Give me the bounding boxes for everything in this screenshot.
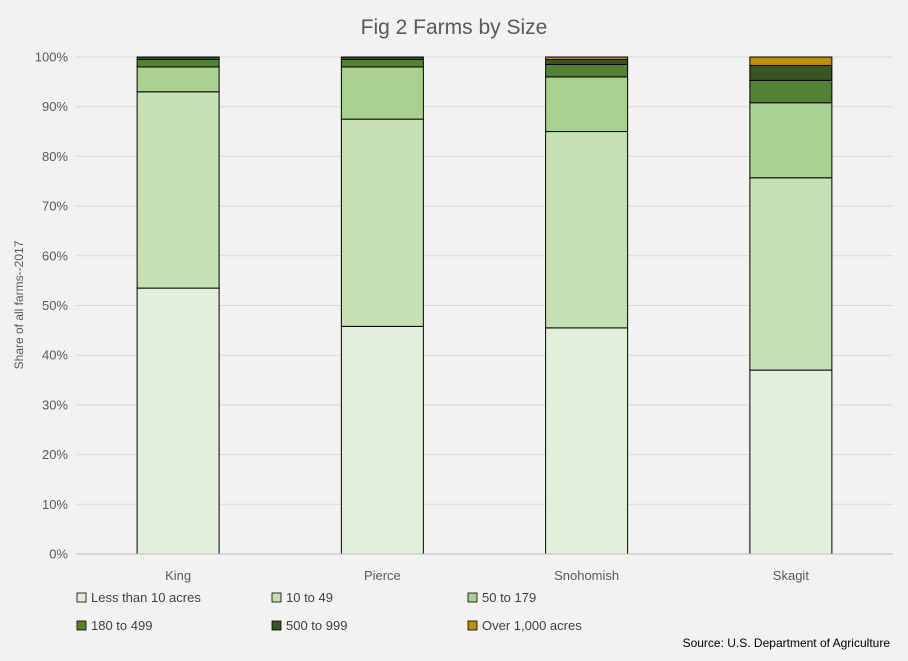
bars (136, 56, 833, 555)
y-tick-label: 0% (49, 547, 68, 562)
bar-segment (136, 56, 220, 60)
legend-swatch (271, 620, 282, 631)
x-axis-ticks: King Pierce Snohomish Skagit (165, 568, 809, 583)
bar-segment (136, 91, 220, 289)
y-tick-label: 20% (42, 447, 68, 462)
bar-segment (340, 58, 424, 68)
bar-segment (749, 177, 833, 371)
bar-segment (136, 287, 220, 555)
legend-label: 180 to 499 (91, 618, 152, 633)
legend-label: 10 to 49 (286, 590, 333, 605)
bar-segment (545, 131, 629, 329)
y-tick-label: 100% (35, 50, 69, 65)
x-tick-label: Skagit (773, 568, 810, 583)
bar-segment (749, 64, 833, 81)
legend-swatch (271, 592, 282, 603)
legend-label: 50 to 179 (482, 590, 536, 605)
y-tick-label: 90% (42, 99, 68, 114)
bar-segment (545, 56, 629, 60)
bar-segment (136, 58, 220, 68)
bar-segment (749, 79, 833, 104)
bar-segment (749, 369, 833, 555)
bar-segment (545, 327, 629, 555)
x-tick-label: King (165, 568, 191, 583)
bar-segment (340, 66, 424, 120)
y-tick-label: 10% (42, 497, 68, 512)
bar-segment (545, 58, 629, 65)
y-axis-label: Share of all farms--2017 (12, 240, 26, 369)
legend-swatch (76, 592, 87, 603)
legend-label: 500 to 999 (286, 618, 347, 633)
bar-segment (545, 76, 629, 133)
bar-segment (749, 56, 833, 66)
source-note: Source: U.S. Department of Agriculture (683, 636, 891, 650)
x-tick-label: Snohomish (554, 568, 619, 583)
y-tick-label: 60% (42, 248, 68, 263)
legend-label: Less than 10 acres (91, 590, 201, 605)
y-axis-ticks: 0% 10% 20% 30% 40% 50% 60% 70% 80% 90% 100% (35, 50, 69, 562)
bar-segment (749, 102, 833, 179)
bar-segment (340, 56, 424, 60)
legend-swatch (467, 620, 478, 631)
y-tick-label: 50% (42, 298, 68, 313)
bar-segment (340, 118, 424, 327)
legend-swatch (76, 620, 87, 631)
x-tick-label: Pierce (364, 568, 401, 583)
bar-segment (340, 325, 424, 555)
legend: Less than 10 acres 10 to 49 50 to 179 180 t… (76, 590, 582, 633)
legend-swatch (467, 592, 478, 603)
chart-title: Fig 2 Farms by Size (361, 16, 548, 39)
legend-label: Over 1,000 acres (482, 618, 582, 633)
y-tick-label: 80% (42, 149, 68, 164)
y-tick-label: 30% (42, 397, 68, 412)
y-tick-label: 40% (42, 348, 68, 363)
y-tick-label: 70% (42, 199, 68, 214)
bar-segment (545, 63, 629, 78)
bar-segment (136, 66, 220, 93)
